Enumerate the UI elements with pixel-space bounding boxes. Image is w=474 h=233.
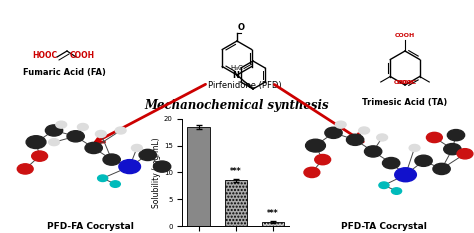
Circle shape (26, 136, 46, 149)
Circle shape (98, 175, 108, 182)
Circle shape (395, 168, 416, 182)
Circle shape (383, 158, 400, 169)
Circle shape (46, 125, 63, 136)
Text: PFD-FA Cocrystal: PFD-FA Cocrystal (46, 222, 134, 230)
Circle shape (346, 134, 364, 145)
Circle shape (415, 155, 432, 166)
Text: Mechanochemical synthesis: Mechanochemical synthesis (145, 99, 329, 112)
Circle shape (32, 151, 47, 161)
Text: Fumaric Acid (FA): Fumaric Acid (FA) (23, 68, 105, 77)
Text: COOH: COOH (69, 51, 94, 59)
Text: COOH: COOH (395, 33, 415, 38)
Circle shape (95, 130, 106, 137)
Circle shape (154, 161, 171, 172)
Circle shape (379, 182, 389, 188)
Circle shape (444, 144, 461, 155)
Circle shape (433, 163, 450, 175)
Text: HOOC: HOOC (32, 51, 57, 59)
Circle shape (139, 149, 156, 161)
Text: ***: *** (230, 167, 242, 176)
Bar (225, 180, 247, 226)
Text: Trimesic Acid (TA): Trimesic Acid (TA) (363, 98, 447, 107)
Circle shape (119, 160, 140, 174)
Circle shape (115, 127, 126, 134)
Circle shape (49, 139, 59, 146)
Circle shape (56, 121, 67, 128)
Circle shape (131, 144, 142, 151)
Text: Pirfenidone (PFD): Pirfenidone (PFD) (208, 81, 282, 90)
Circle shape (365, 146, 382, 157)
Circle shape (427, 132, 442, 143)
Circle shape (359, 127, 370, 134)
Bar (187, 127, 210, 226)
Circle shape (377, 134, 388, 141)
Text: COOH: COOH (394, 79, 414, 85)
Y-axis label: Solubility (mg/mL): Solubility (mg/mL) (152, 137, 161, 208)
Circle shape (315, 154, 331, 165)
Circle shape (67, 131, 84, 142)
Text: N: N (233, 72, 239, 80)
Text: HOOC: HOOC (396, 79, 416, 85)
Circle shape (392, 188, 401, 194)
Circle shape (306, 139, 325, 152)
Circle shape (103, 154, 120, 165)
Circle shape (77, 123, 88, 130)
Circle shape (325, 127, 342, 138)
Circle shape (110, 181, 120, 187)
Bar (262, 222, 284, 226)
Text: H₃C: H₃C (230, 65, 243, 71)
Circle shape (304, 167, 320, 178)
Circle shape (447, 130, 465, 141)
Circle shape (335, 121, 346, 128)
Text: PFD-TA Cocrystal: PFD-TA Cocrystal (341, 222, 427, 230)
Text: O: O (238, 23, 245, 32)
Circle shape (409, 144, 420, 151)
Circle shape (457, 149, 473, 159)
Circle shape (85, 142, 102, 154)
Circle shape (17, 164, 33, 174)
Text: ***: *** (267, 209, 279, 218)
